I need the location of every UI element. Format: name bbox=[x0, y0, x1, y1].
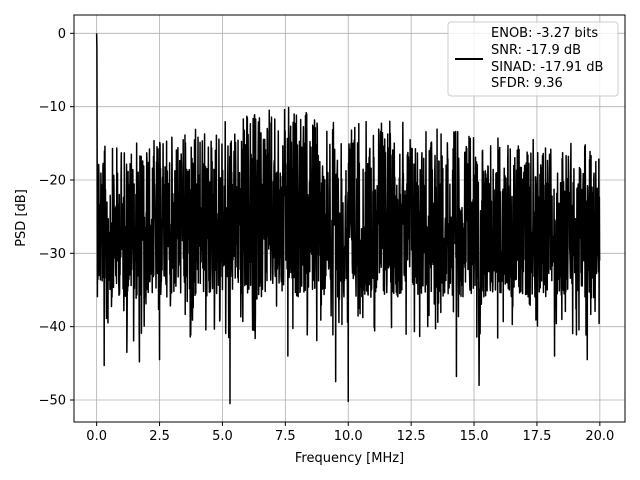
legend-text-sinad: SINAD: -17.91 dB bbox=[491, 60, 603, 75]
x-tick-label: 20.0 bbox=[585, 429, 614, 444]
y-axis-label: PSD [dB] bbox=[14, 189, 29, 247]
x-tick-label: 5.0 bbox=[212, 429, 233, 444]
legend: ENOB: -3.27 bits SNR: -17.9 dB SINAD: -1… bbox=[447, 21, 619, 97]
x-tick-label: 0.0 bbox=[86, 429, 107, 444]
y-tick-label: −20 bbox=[39, 174, 66, 189]
x-axis-label: Frequency [MHz] bbox=[295, 451, 404, 466]
y-tick-label: −50 bbox=[39, 394, 66, 409]
x-axis-ticks: 0.0 2.5 5.0 7.5 10.0 12.5 15.0 17.5 20.0 bbox=[86, 422, 614, 444]
y-tick-label: −30 bbox=[39, 247, 66, 262]
series-psd bbox=[95, 33, 601, 405]
x-tick-label: 10.0 bbox=[334, 429, 363, 444]
x-tick-label: 15.0 bbox=[460, 429, 489, 444]
legend-box bbox=[447, 21, 619, 97]
legend-text-sfdr: SFDR: 9.36 bbox=[491, 76, 563, 91]
x-tick-label: 7.5 bbox=[275, 429, 296, 444]
plot-frame bbox=[73, 14, 626, 423]
x-tick-label: 12.5 bbox=[397, 429, 426, 444]
x-tick-label: 17.5 bbox=[522, 429, 551, 444]
legend-text-snr: SNR: -17.9 dB bbox=[491, 43, 581, 58]
legend-text-enob: ENOB: -3.27 bits bbox=[491, 26, 598, 41]
x-tick-label: 2.5 bbox=[149, 429, 170, 444]
y-tick-label: −10 bbox=[39, 100, 66, 115]
y-tick-label: −40 bbox=[39, 320, 66, 335]
psd-line bbox=[95, 33, 601, 405]
y-axis-ticks: 0 −10 −20 −30 −40 −50 bbox=[39, 27, 74, 409]
y-tick-label: 0 bbox=[58, 27, 66, 42]
